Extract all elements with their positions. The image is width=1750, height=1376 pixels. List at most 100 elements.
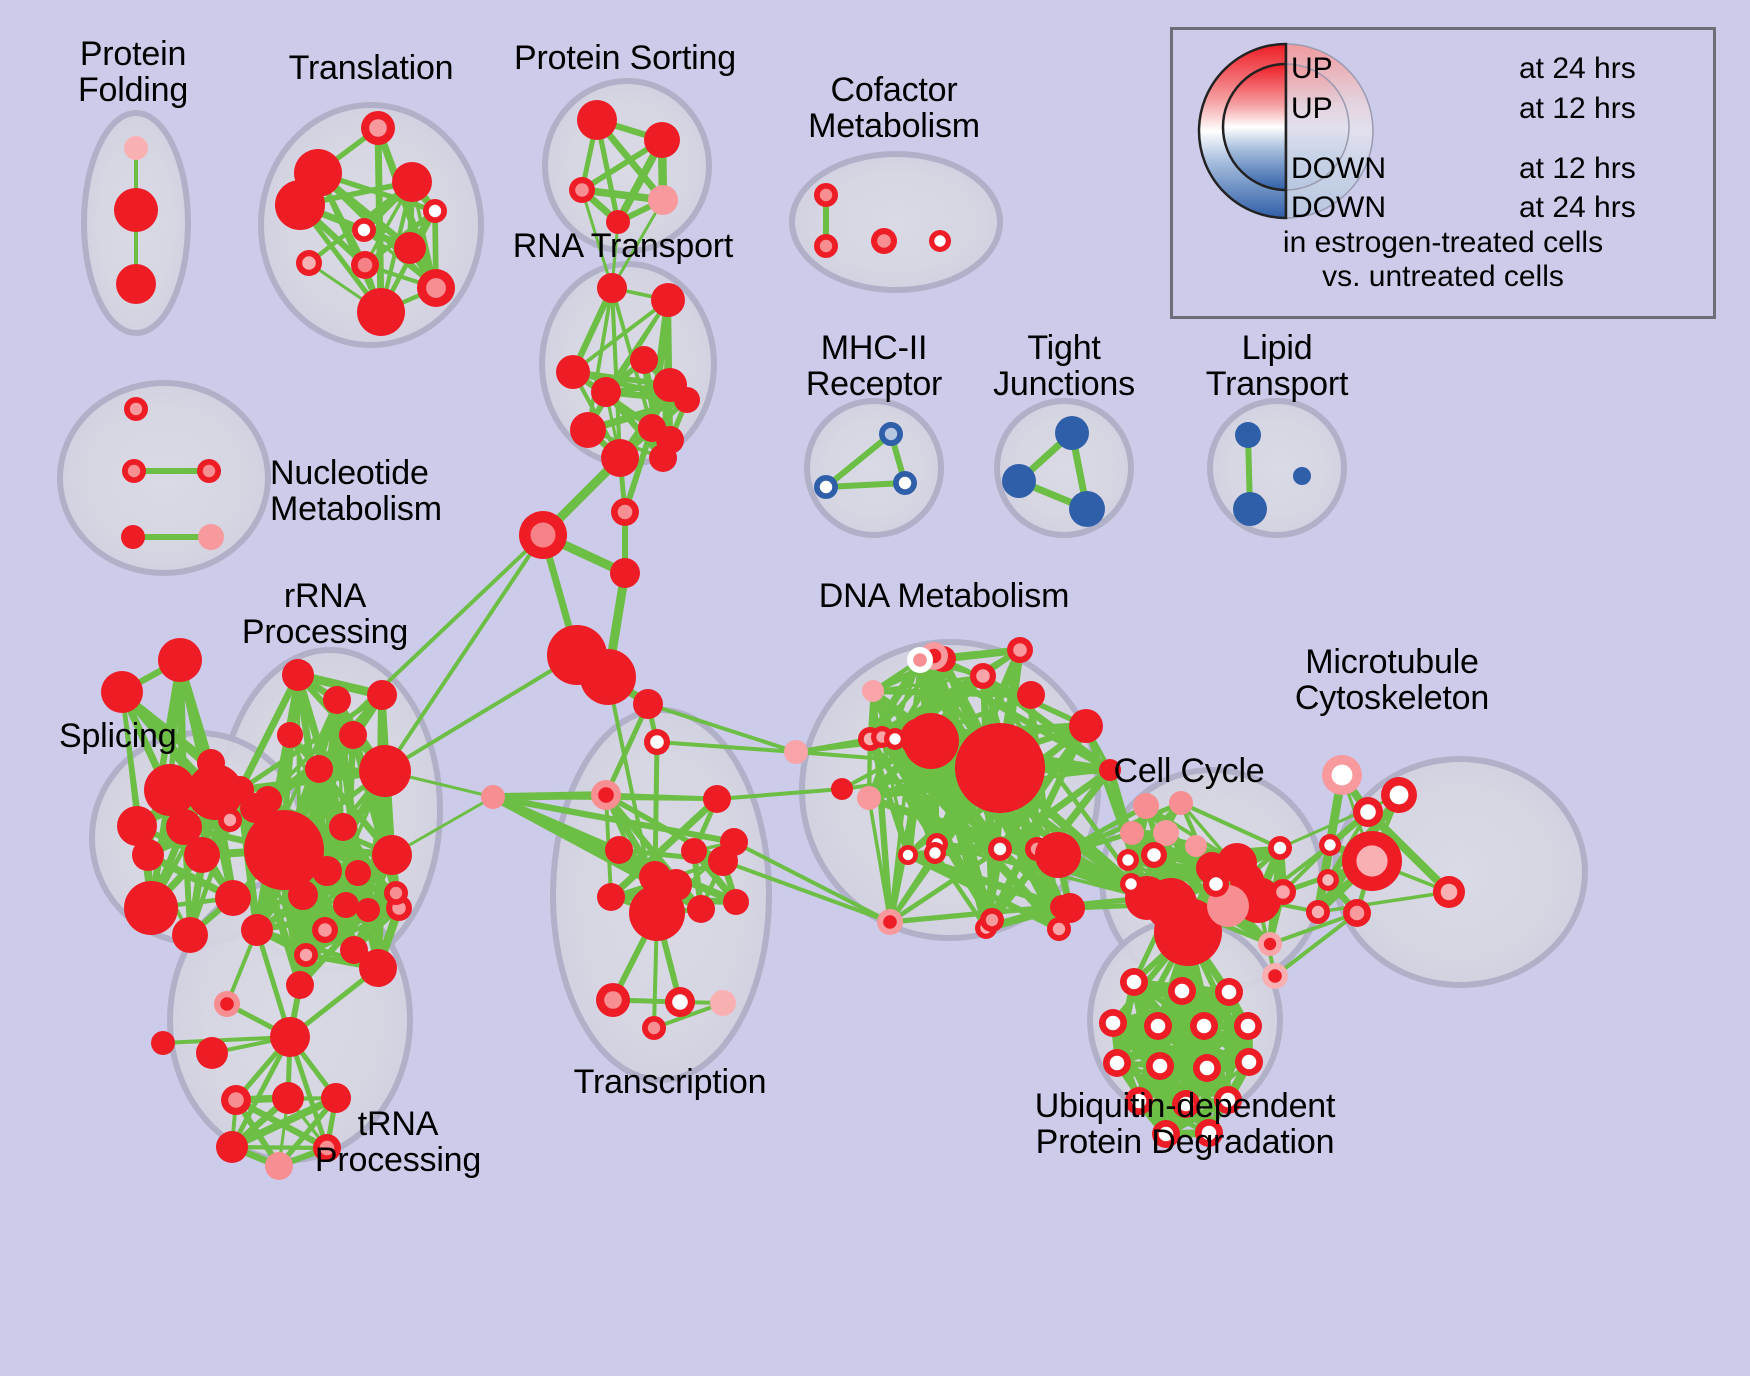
gene-set-node: [577, 100, 617, 140]
gene-set-node: [633, 689, 663, 719]
legend-time-3: at 24 hrs: [1519, 191, 1636, 224]
node-core-12hr: [636, 352, 652, 368]
node-core-12hr: [1152, 1058, 1168, 1074]
node-core-12hr: [1297, 471, 1307, 481]
node-core-12hr: [898, 476, 912, 490]
node-core-12hr: [644, 420, 660, 436]
gene-set-node: [988, 837, 1012, 861]
node-core-12hr: [361, 903, 375, 917]
node-core-12hr: [1139, 799, 1153, 813]
node-core-12hr: [1077, 717, 1095, 735]
gene-set-node: [124, 881, 178, 935]
gene-set-node: [172, 917, 208, 953]
gene-set-node: [665, 987, 695, 1017]
edge: [732, 840, 892, 924]
gene-set-node: [132, 839, 164, 871]
gene-set-node: [687, 895, 715, 923]
node-core-12hr: [1241, 500, 1259, 518]
node-core-12hr: [139, 846, 157, 864]
edge: [571, 298, 670, 374]
edge: [1363, 807, 1454, 897]
gene-set-node: [312, 917, 338, 943]
gene-set-node: [1055, 416, 1089, 450]
node-core-12hr: [401, 239, 419, 257]
node-core-12hr: [1125, 878, 1137, 890]
gene-set-node: [1168, 977, 1196, 1005]
node-core-12hr: [1311, 905, 1325, 919]
node-core-12hr: [223, 1138, 241, 1156]
node-core-12hr: [578, 420, 598, 440]
edge: [607, 795, 721, 901]
gene-set-node: [644, 122, 680, 158]
gene-set-node: [1002, 464, 1036, 498]
gene-set-node: [644, 729, 670, 755]
edge: [887, 895, 1150, 925]
node-core-12hr: [655, 450, 671, 466]
legend-word-1: UP: [1291, 92, 1333, 125]
gene-set-node: [221, 1085, 251, 1115]
gene-set-node: [1342, 831, 1402, 891]
edge: [609, 285, 623, 461]
legend-word-3: DOWN: [1291, 191, 1386, 224]
cluster-label-dna-metabolism: DNA Metabolism: [818, 577, 1070, 615]
node-core-12hr: [1240, 1018, 1256, 1034]
node-core-12hr: [223, 888, 243, 908]
gene-set-node: [1214, 1086, 1242, 1114]
node-core-12hr: [1159, 826, 1173, 840]
node-core-12hr: [127, 464, 141, 478]
gene-set-node: [929, 230, 951, 252]
gene-set-node: [1268, 836, 1292, 860]
edge: [1179, 801, 1282, 850]
gene-set-node: [215, 880, 251, 916]
node-core-12hr: [884, 427, 898, 441]
edge: [931, 653, 1089, 729]
gene-set-node: [606, 210, 630, 234]
gene-set-node: [1144, 1012, 1172, 1040]
gene-set-node: [1152, 1120, 1180, 1148]
node-core-12hr: [426, 278, 446, 298]
cluster-label-ubiquitin-degradation: Ubiquitin-dependent Protein Degradation: [1034, 1087, 1336, 1162]
gene-set-node: [871, 228, 897, 254]
node-core-12hr: [1331, 764, 1353, 786]
node-core-12hr: [976, 669, 990, 683]
node-core-12hr: [1063, 424, 1081, 442]
edge: [887, 846, 1003, 925]
gene-set-node: [1215, 978, 1243, 1006]
node-core-12hr: [1241, 428, 1255, 442]
node-core-12hr: [1174, 796, 1188, 810]
node-core-12hr: [1217, 895, 1239, 917]
gene-set-node: [601, 439, 639, 477]
node-core-12hr: [204, 530, 218, 544]
node-core-12hr: [271, 1158, 287, 1174]
gene-set-node: [569, 177, 595, 203]
node-core-12hr: [1131, 1093, 1147, 1109]
gene-set-node: [275, 180, 325, 230]
node-core-12hr: [1196, 1018, 1212, 1034]
node-core-12hr: [1126, 974, 1142, 990]
gene-set-node: [122, 459, 146, 483]
gene-set-node: [265, 1152, 293, 1180]
node-core-12hr: [287, 192, 313, 218]
gene-set-node: [367, 680, 397, 710]
edge: [181, 824, 193, 938]
gene-set-node: [1103, 1049, 1131, 1077]
gene-set-node: [556, 355, 590, 389]
cluster-label-nucleotide-metabolism: Nucleotide Metabolism: [270, 454, 442, 529]
edge: [228, 1094, 340, 1151]
gene-set-node: [114, 188, 158, 232]
edge: [1125, 857, 1219, 887]
gene-set-node: [900, 718, 940, 758]
gene-set-node: [357, 288, 405, 336]
node-core-12hr: [1201, 1125, 1217, 1141]
node-core-12hr: [156, 776, 184, 804]
cluster-label-microtubule-cytoskeleton: Microtubule Cytoskeleton: [1294, 643, 1490, 718]
node-core-12hr: [993, 842, 1007, 856]
gene-set-node: [723, 889, 749, 915]
gene-set-node: [196, 1037, 228, 1069]
halo-cofactor: [789, 151, 1003, 293]
gene-set-node: [1353, 797, 1383, 827]
node-core-12hr: [1324, 839, 1336, 851]
node-core-12hr: [260, 792, 276, 808]
node-core-12hr: [279, 1026, 301, 1048]
